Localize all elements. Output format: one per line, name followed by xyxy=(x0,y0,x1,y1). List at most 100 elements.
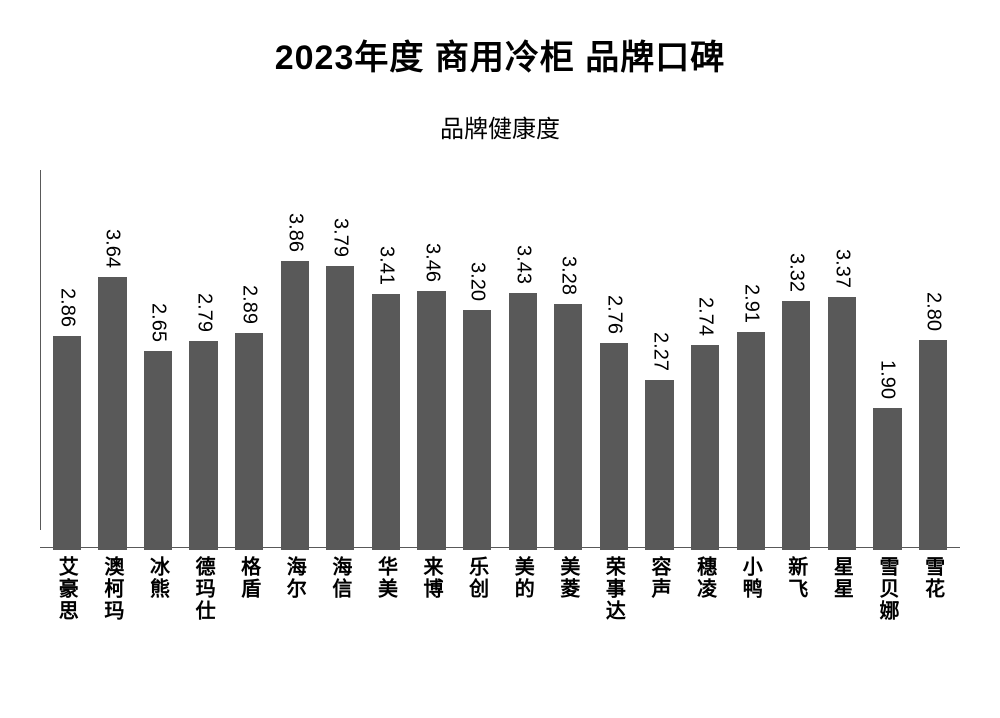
bar: 2.74 xyxy=(691,345,719,551)
bar-slot: 3.79 xyxy=(318,170,364,550)
bar-slot: 3.28 xyxy=(546,170,592,550)
bar-slot: 2.79 xyxy=(181,170,227,550)
x-axis-label: 荣事达 xyxy=(599,556,628,622)
x-axis-label: 美菱 xyxy=(554,556,583,622)
bar-value-label: 3.43 xyxy=(511,245,534,284)
x-label-slot: 海尔 xyxy=(272,556,318,622)
x-axis-label: 海信 xyxy=(326,556,355,622)
chart-container: 2023年度 商用冷柜 品牌口碑 品牌健康度 2.863.642.652.792… xyxy=(0,0,1000,718)
bar-value-label: 2.86 xyxy=(55,288,78,327)
x-axis-label: 艾豪思 xyxy=(52,556,81,622)
bar-slot: 3.46 xyxy=(409,170,455,550)
chart-subtitle: 品牌健康度 xyxy=(0,109,1000,144)
bar: 3.86 xyxy=(281,261,309,551)
bar: 3.41 xyxy=(372,294,400,550)
bar: 2.89 xyxy=(235,333,263,550)
bar-value-label: 2.65 xyxy=(146,303,169,342)
x-axis-label: 星星 xyxy=(827,556,856,622)
x-label-slot: 冰熊 xyxy=(135,556,181,622)
bar-value-label: 3.41 xyxy=(374,246,397,285)
bar-slot: 3.32 xyxy=(774,170,820,550)
bar-slot: 2.65 xyxy=(135,170,181,550)
bar-value-label: 2.91 xyxy=(739,284,762,323)
x-label-slot: 德玛仕 xyxy=(181,556,227,622)
x-label-slot: 华美 xyxy=(363,556,409,622)
x-label-slot: 新飞 xyxy=(774,556,820,622)
bar-value-label: 2.27 xyxy=(648,332,671,371)
x-axis-label: 雪花 xyxy=(919,556,948,622)
bar-value-label: 3.64 xyxy=(101,229,124,268)
bar: 1.90 xyxy=(873,408,901,551)
bar-value-label: 2.79 xyxy=(192,293,215,332)
x-axis-label: 海尔 xyxy=(280,556,309,622)
bar: 3.46 xyxy=(417,291,445,551)
x-label-slot: 雪贝娜 xyxy=(865,556,911,622)
bar: 3.37 xyxy=(828,297,856,550)
chart-title: 2023年度 商用冷柜 品牌口碑 xyxy=(0,30,1000,79)
bar-value-label: 1.90 xyxy=(876,360,899,399)
x-label-slot: 小鸭 xyxy=(728,556,774,622)
x-axis-label: 冰熊 xyxy=(143,556,172,622)
x-labels-group: 艾豪思澳柯玛冰熊德玛仕格盾海尔海信华美来博乐创美的美菱荣事达容声穗凌小鸭新飞星星… xyxy=(40,556,960,622)
x-axis-label: 容声 xyxy=(645,556,674,622)
bar-value-label: 3.37 xyxy=(830,249,853,288)
x-label-slot: 穗凌 xyxy=(682,556,728,622)
x-label-slot: 乐创 xyxy=(454,556,500,622)
x-axis-label: 雪贝娜 xyxy=(873,556,902,622)
bar: 3.43 xyxy=(509,293,537,550)
bar: 2.86 xyxy=(53,336,81,551)
bar: 2.27 xyxy=(645,380,673,550)
x-label-slot: 容声 xyxy=(637,556,683,622)
x-axis-label: 华美 xyxy=(371,556,400,622)
bar-slot: 3.43 xyxy=(500,170,546,550)
x-label-slot: 美的 xyxy=(500,556,546,622)
bar: 2.80 xyxy=(919,340,947,550)
x-axis-label: 穗凌 xyxy=(691,556,720,622)
x-axis-label: 乐创 xyxy=(463,556,492,622)
bar-slot: 2.74 xyxy=(682,170,728,550)
bar: 3.28 xyxy=(554,304,582,550)
x-axis-label: 来博 xyxy=(417,556,446,622)
bar-value-label: 3.20 xyxy=(466,262,489,301)
bar-value-label: 2.74 xyxy=(694,297,717,336)
x-axis-label: 德玛仕 xyxy=(189,556,218,622)
x-label-slot: 来博 xyxy=(409,556,455,622)
bar-slot: 2.89 xyxy=(226,170,272,550)
bar: 2.91 xyxy=(737,332,765,550)
x-axis-label: 格盾 xyxy=(235,556,264,622)
bar-slot: 2.91 xyxy=(728,170,774,550)
bar-slot: 3.20 xyxy=(454,170,500,550)
bar-slot: 3.41 xyxy=(363,170,409,550)
x-axis-label: 小鸭 xyxy=(736,556,765,622)
bar-slot: 3.64 xyxy=(90,170,136,550)
bar-value-label: 3.79 xyxy=(329,218,352,257)
x-label-slot: 荣事达 xyxy=(591,556,637,622)
x-label-slot: 格盾 xyxy=(226,556,272,622)
bar-slot: 1.90 xyxy=(865,170,911,550)
bar-value-label: 2.76 xyxy=(602,295,625,334)
x-label-slot: 艾豪思 xyxy=(44,556,90,622)
bar-slot: 3.86 xyxy=(272,170,318,550)
x-label-slot: 海信 xyxy=(318,556,364,622)
bar-value-label: 2.89 xyxy=(238,285,261,324)
bar: 2.79 xyxy=(189,341,217,550)
bar-value-label: 3.28 xyxy=(557,256,580,295)
bar: 3.79 xyxy=(326,266,354,550)
x-axis-label: 美的 xyxy=(508,556,537,622)
x-axis-label: 新飞 xyxy=(782,556,811,622)
x-label-slot: 美菱 xyxy=(546,556,592,622)
bar: 2.65 xyxy=(144,351,172,550)
x-label-slot: 雪花 xyxy=(910,556,956,622)
bar-slot: 2.27 xyxy=(637,170,683,550)
bar-value-label: 3.86 xyxy=(283,213,306,252)
bar-slot: 2.86 xyxy=(44,170,90,550)
bar-value-label: 3.46 xyxy=(420,243,443,282)
bar-value-label: 2.80 xyxy=(922,292,945,331)
chart-area: 2.86 3.64 2.65 2.79 2.89 3.86 3.79 3.41 3.46 3.20… xyxy=(40,170,960,678)
x-label-slot: 澳柯玛 xyxy=(90,556,136,622)
x-label-slot: 星星 xyxy=(819,556,865,622)
bar: 3.64 xyxy=(98,277,126,550)
bar: 2.76 xyxy=(600,343,628,550)
bar-slot: 2.80 xyxy=(910,170,956,550)
bar: 3.20 xyxy=(463,310,491,550)
